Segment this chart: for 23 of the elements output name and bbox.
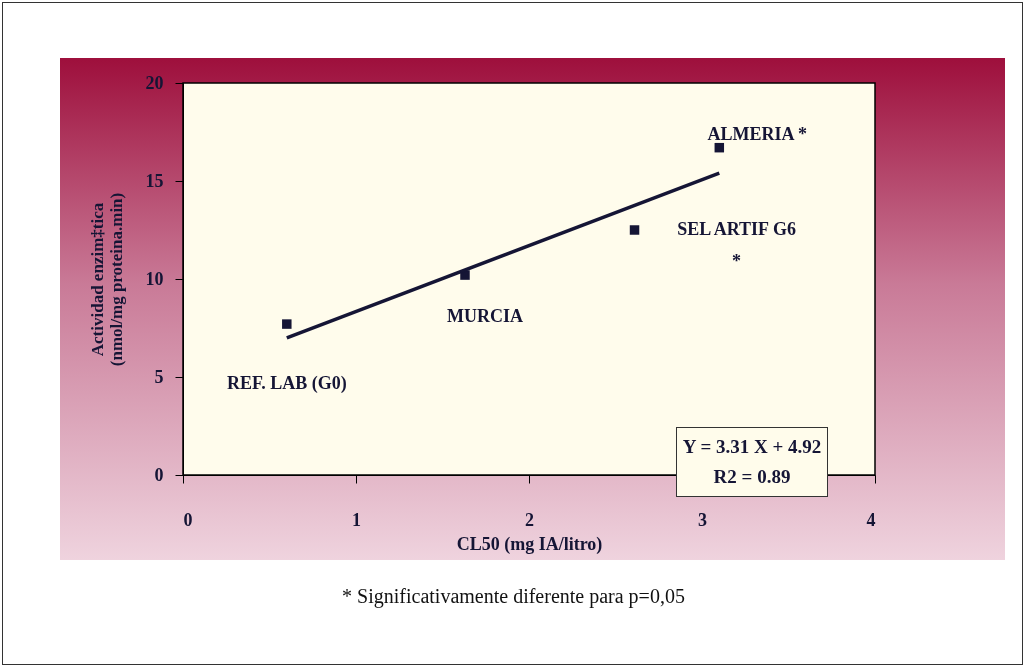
annotation: Y = 3.31 X + 4.92 bbox=[681, 435, 823, 459]
point bbox=[714, 142, 725, 153]
x-tick-label: 2 bbox=[525, 509, 534, 530]
annotation: REF. LAB (G0) bbox=[226, 373, 347, 395]
x-tick-label: 0 bbox=[183, 509, 193, 530]
point bbox=[629, 225, 640, 235]
x-tick-label: 4 bbox=[866, 509, 876, 530]
x-tick-label: 1 bbox=[352, 509, 361, 530]
y-tick-label: 0 bbox=[154, 464, 164, 485]
y-tick-label: 5 bbox=[154, 366, 164, 387]
y-tick-label: 15 bbox=[145, 170, 164, 191]
annotation: SEL ARTIF G6 * bbox=[677, 219, 796, 271]
x-tick-label: 3 bbox=[698, 509, 707, 530]
annotation: R2 = 0.89 bbox=[712, 465, 792, 489]
y-axis-title: Actividad enzim‡tica (nmol/mg proteina.min) bbox=[87, 192, 126, 367]
point bbox=[282, 319, 292, 329]
point bbox=[460, 270, 470, 280]
text: * Significativamente diferente para p=0,05 bbox=[341, 585, 686, 608]
x-axis-title: CL50 (mg IA/litro) bbox=[456, 533, 603, 555]
annotation: ALMERIA * bbox=[707, 123, 808, 144]
y-tick-label: 10 bbox=[145, 268, 164, 289]
y-tick-label: 20 bbox=[145, 72, 164, 93]
annotation: MURCIA bbox=[446, 306, 523, 327]
